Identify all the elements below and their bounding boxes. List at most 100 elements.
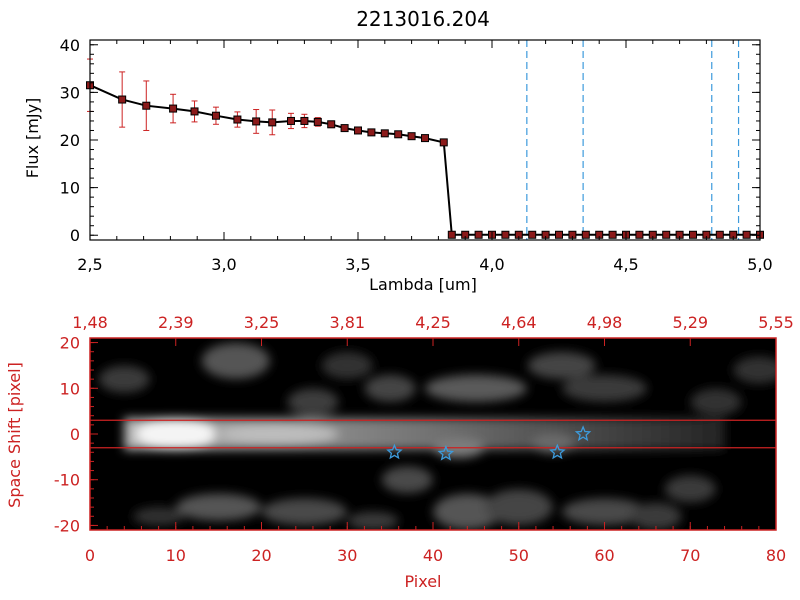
x-tick-label: 70 (680, 546, 700, 565)
heatmap-xlabel: Pixel (404, 572, 441, 591)
top-tick-label: 4,64 (501, 313, 537, 332)
background-noise (176, 493, 262, 521)
data-point (367, 128, 376, 137)
data-point (313, 117, 322, 126)
background-noise (690, 388, 742, 416)
data-point (407, 132, 416, 141)
x-tick-label: 5,0 (747, 255, 772, 274)
x-tick-label: 2,5 (77, 255, 102, 274)
y-tick-label: 0 (70, 226, 80, 245)
background-noise (527, 351, 596, 379)
trace-body (218, 424, 339, 444)
data-point (190, 107, 199, 116)
data-point (635, 230, 644, 239)
data-point (447, 230, 456, 239)
x-tick-label: 30 (337, 546, 357, 565)
spectrum-ylabel: Flux [mJy] (23, 98, 42, 179)
background-noise (424, 374, 527, 402)
heatmap-intensity (98, 342, 776, 530)
x-tick-label: 10 (166, 546, 186, 565)
background-noise (433, 493, 502, 530)
y-tick-label: 40 (60, 36, 80, 55)
background-noise (664, 475, 716, 503)
y-tick-label: -10 (54, 471, 80, 490)
top-tick-label: 5,29 (672, 313, 708, 332)
background-noise (562, 374, 647, 402)
y-tick-label: 20 (60, 131, 80, 150)
data-point (268, 118, 277, 127)
data-point (354, 126, 362, 135)
star-marker (549, 443, 566, 460)
background-noise (261, 498, 347, 526)
data-point (233, 115, 242, 124)
background-noise (484, 489, 553, 526)
data-point (380, 129, 389, 138)
x-tick-label: 80 (766, 546, 786, 565)
y-tick-label: 30 (60, 83, 80, 102)
x-tick-label: 4,0 (479, 255, 504, 274)
data-point (142, 101, 151, 110)
star-marker (437, 445, 455, 461)
background-noise (201, 342, 270, 379)
x-tick-label: 60 (594, 546, 614, 565)
background-noise (381, 466, 433, 494)
star-marker (574, 425, 592, 442)
x-tick-label: 3,0 (211, 255, 236, 274)
data-point (501, 230, 510, 239)
data-point (474, 230, 483, 239)
y-tick-label: 0 (70, 425, 80, 444)
y-tick-label: 20 (60, 334, 80, 353)
spectrum-series-line (89, 84, 760, 236)
background-noise (347, 511, 399, 530)
spectrum-image-chart: 0 10 20 30 40 50 60 70 80 -20 -10 0 10 20 1,48 2,39 3,… (5, 313, 794, 591)
top-tick-label: 4,98 (587, 313, 623, 332)
x-tick-label: 20 (251, 546, 271, 565)
data-point (252, 117, 261, 126)
star-marker (386, 443, 403, 460)
heatmap-ylabel: Space Shift [pixel] (5, 362, 24, 508)
data-point (169, 104, 178, 113)
data-point (211, 111, 220, 120)
background-noise (98, 365, 150, 393)
data-point (608, 230, 617, 239)
data-point (715, 230, 724, 239)
background-noise (630, 502, 682, 530)
data-point (742, 230, 751, 239)
data-point (528, 230, 537, 239)
data-point (394, 130, 403, 139)
top-tick-label: 2,39 (158, 313, 194, 332)
data-point (118, 95, 127, 104)
background-noise (321, 351, 373, 379)
background-noise (733, 356, 776, 384)
data-point (581, 230, 590, 239)
top-tick-label: 3,25 (244, 313, 280, 332)
x-tick-label: 50 (509, 546, 529, 565)
data-point (287, 116, 295, 125)
data-point (662, 230, 671, 239)
data-point (300, 116, 309, 125)
data-point (689, 230, 697, 239)
x-tick-label: 0 (85, 546, 95, 565)
data-point (421, 134, 429, 143)
y-tick-label: -20 (54, 516, 80, 535)
x-tick-label: 3,5 (345, 255, 370, 274)
top-tick-label: 3,81 (329, 313, 365, 332)
top-tick-label: 4,25 (415, 313, 451, 332)
y-tick-label: 10 (60, 179, 80, 198)
background-noise (133, 507, 185, 526)
data-point (327, 120, 336, 129)
figure-title: 2213016.204 (356, 7, 490, 31)
background-noise (287, 388, 339, 416)
data-point (555, 230, 563, 239)
x-tick-label: 40 (423, 546, 443, 565)
spectrum-chart: 2,5 3,0 3,5 4,0 4,5 5,0 0 10 20 30 40 Lambda [um]… (23, 36, 773, 294)
background-noise (562, 498, 647, 526)
background-noise (364, 374, 416, 402)
data-point (439, 138, 448, 147)
x-tick-label: 4,5 (613, 255, 638, 274)
spectrum-xlabel: Lambda [um] (369, 275, 477, 294)
data-point (340, 124, 349, 133)
y-tick-label: 10 (60, 379, 80, 398)
trace-peak (135, 418, 216, 450)
